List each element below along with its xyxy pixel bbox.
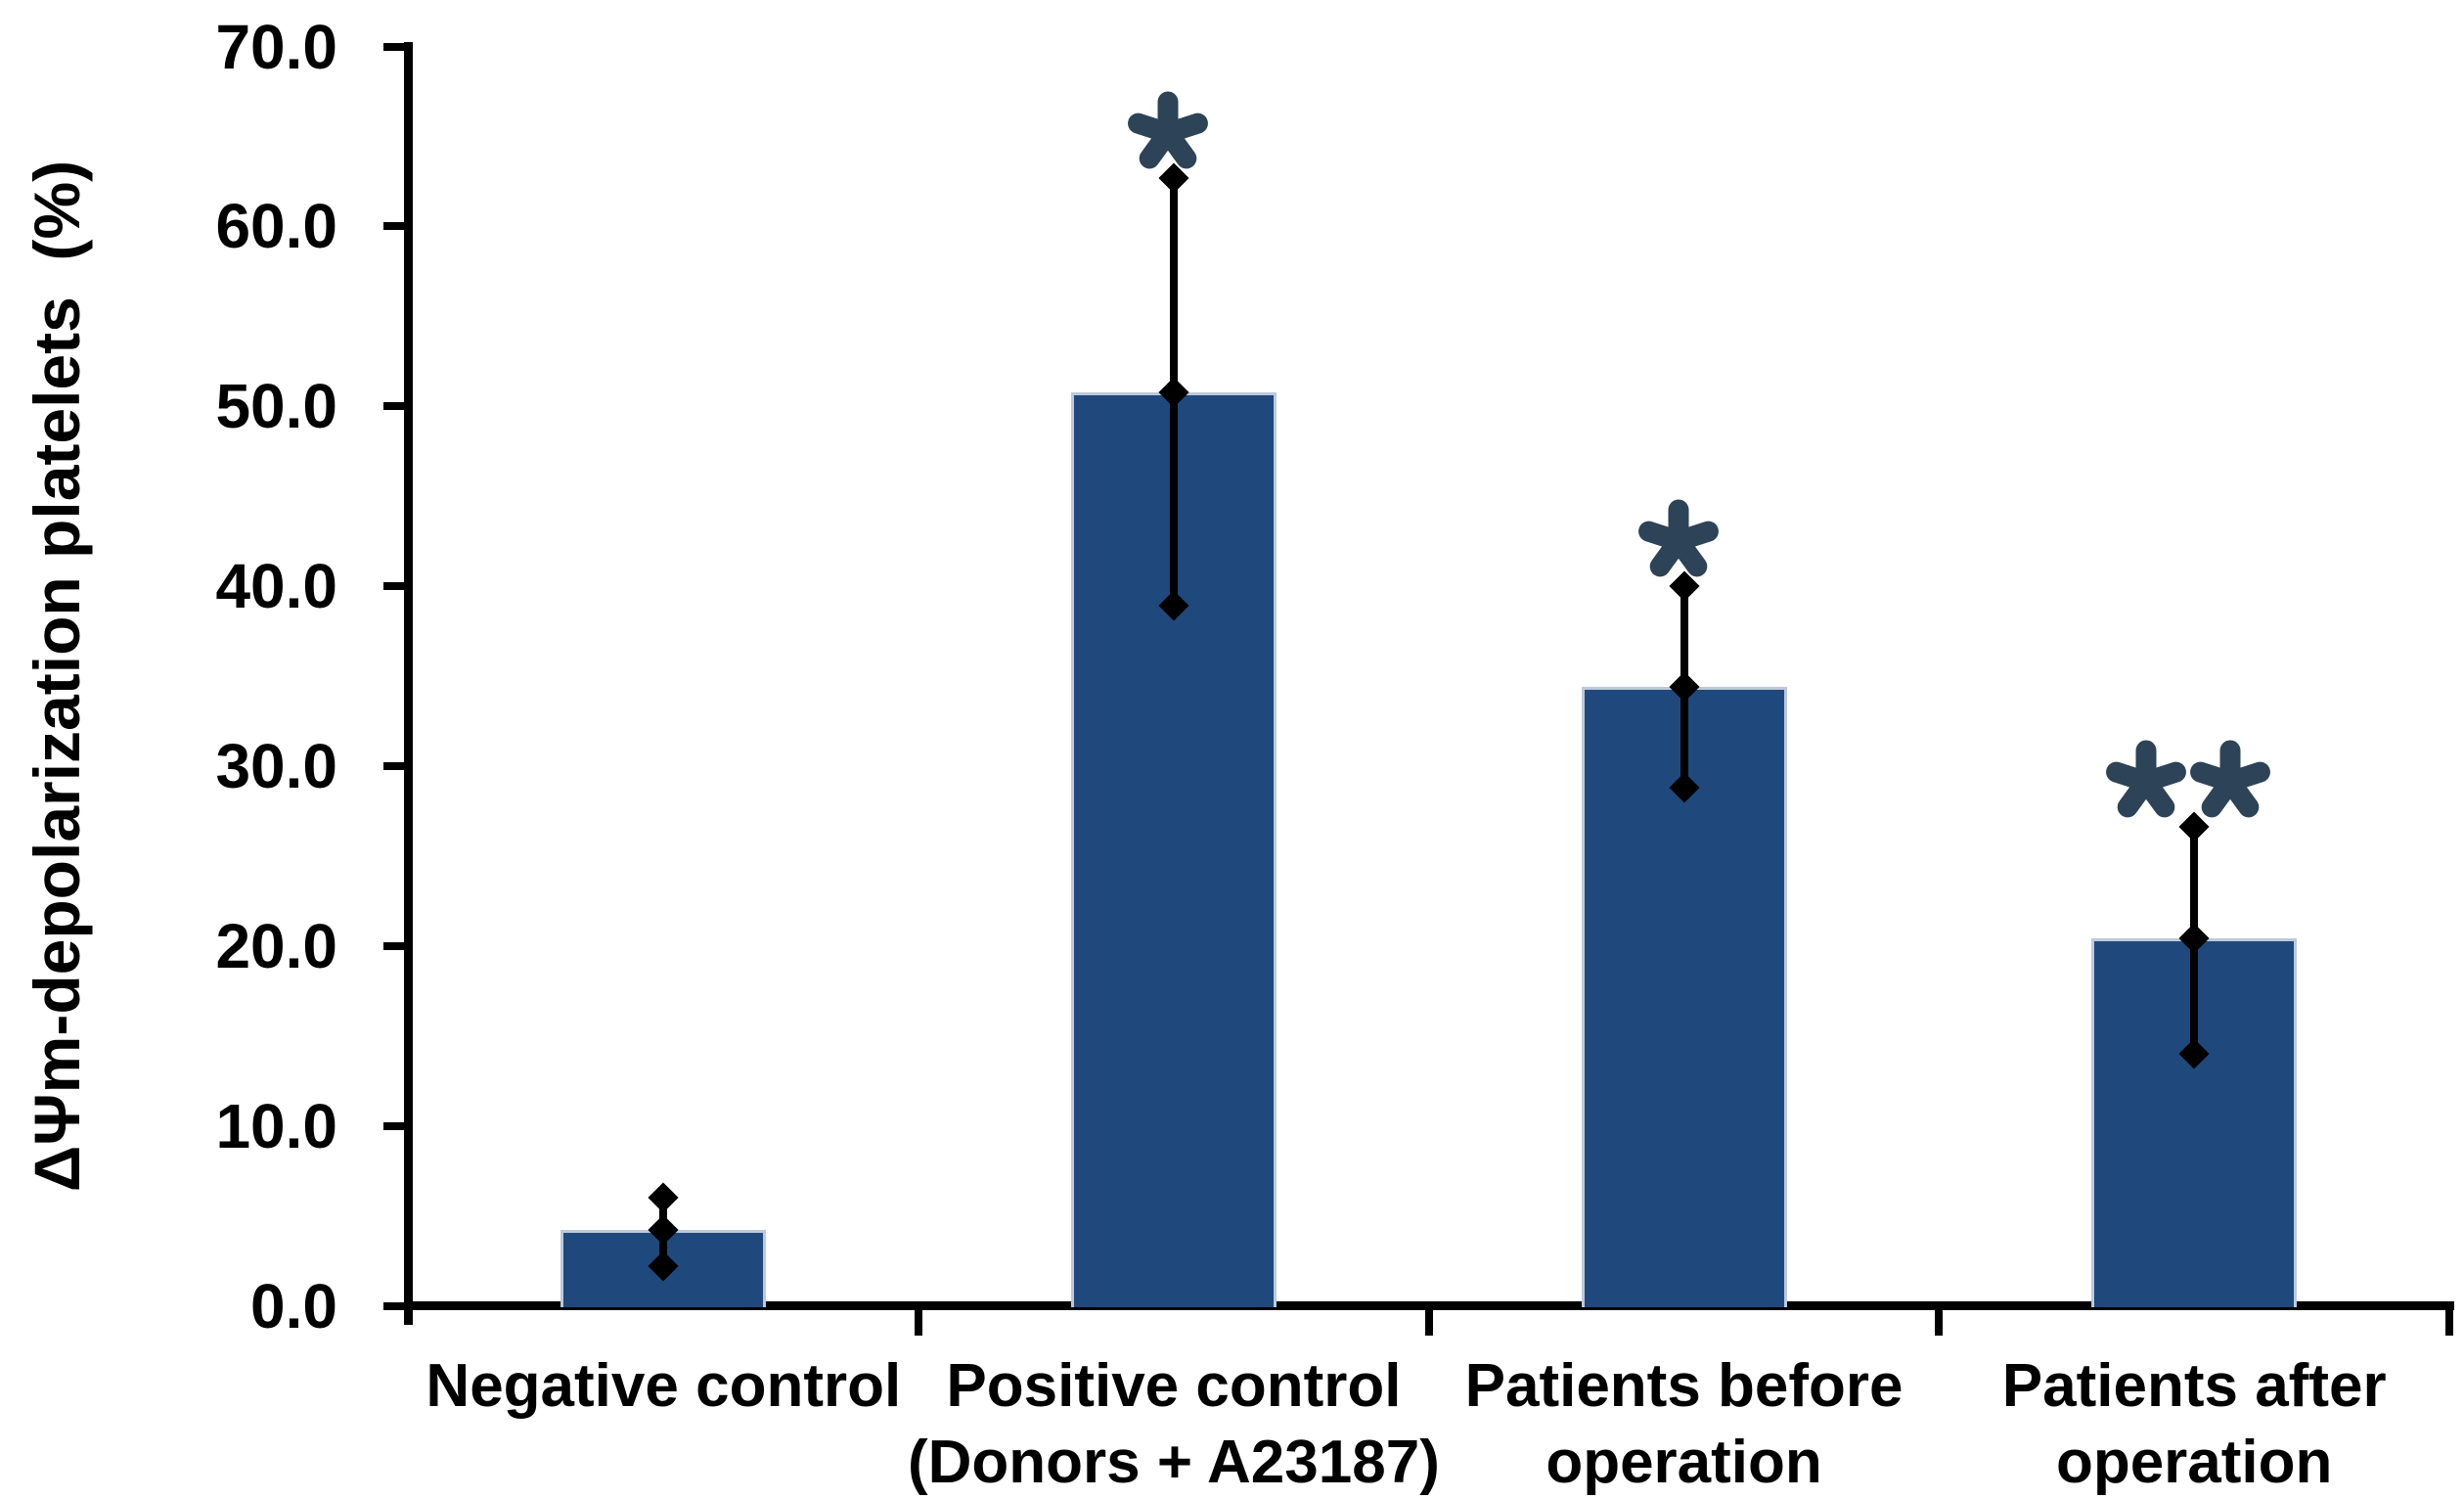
x-category-label: Positive control (Donors + A23187) <box>900 1348 1448 1499</box>
asterisk-icon <box>1637 499 1719 577</box>
x-category-label: Negative control <box>389 1348 937 1425</box>
y-tick-label: 70.0 <box>215 11 337 82</box>
y-tick-label: 10.0 <box>215 1090 337 1161</box>
y-tick-label: 20.0 <box>215 910 337 981</box>
x-tick <box>915 1310 923 1336</box>
y-tick <box>383 222 404 231</box>
y-tick <box>383 582 404 591</box>
y-tick <box>383 761 404 770</box>
y-tick-label: 60.0 <box>215 191 337 262</box>
y-tick-label: 40.0 <box>215 551 337 622</box>
x-tick <box>1935 1310 1944 1336</box>
x-category-label-line: operation <box>1546 1429 1822 1496</box>
y-tick-label: 30.0 <box>215 730 337 801</box>
y-tick-label: 0.0 <box>250 1270 337 1341</box>
y-tick <box>383 1121 404 1130</box>
x-tick <box>1424 1310 1433 1336</box>
asterisk-icon <box>2106 740 2271 818</box>
x-axis-line <box>404 1301 2454 1310</box>
y-tick <box>383 402 404 411</box>
x-category-label-line: Patients before <box>1464 1352 1904 1420</box>
x-category-label-line: Positive control <box>946 1352 1402 1420</box>
x-category-label-line: operation <box>2055 1429 2333 1496</box>
y-tick <box>383 941 404 950</box>
y-tick <box>383 1301 404 1310</box>
x-tick <box>2445 1310 2453 1336</box>
significance-marker <box>1636 494 1721 588</box>
significance-marker <box>2104 735 2272 829</box>
x-category-label-line: Patients after <box>2001 1352 2387 1420</box>
error-bar-diamond-marker <box>648 1182 679 1213</box>
x-category-label: Patients before operation <box>1411 1348 1958 1499</box>
x-category-label-line: (Donors + A23187) <box>908 1429 1440 1496</box>
y-tick <box>383 42 404 51</box>
y-tick-label: 50.0 <box>215 371 337 442</box>
x-category-label-line: Negative control <box>426 1352 902 1420</box>
significance-marker <box>1126 86 1210 180</box>
y-axis-line <box>404 41 413 1325</box>
x-category-label: Patients after operation <box>1920 1348 2464 1499</box>
asterisk-icon <box>1128 91 1208 169</box>
